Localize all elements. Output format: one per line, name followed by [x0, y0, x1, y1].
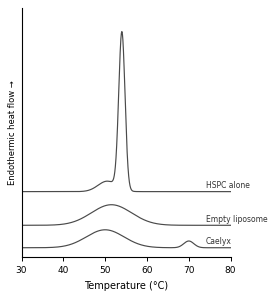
X-axis label: Temperature (°C): Temperature (°C) — [84, 281, 168, 291]
Text: Empty liposome: Empty liposome — [205, 215, 267, 224]
Y-axis label: Endothermic heat flow →: Endothermic heat flow → — [8, 80, 17, 185]
Text: Caelyx: Caelyx — [205, 237, 231, 246]
Text: HSPC alone: HSPC alone — [205, 181, 249, 190]
